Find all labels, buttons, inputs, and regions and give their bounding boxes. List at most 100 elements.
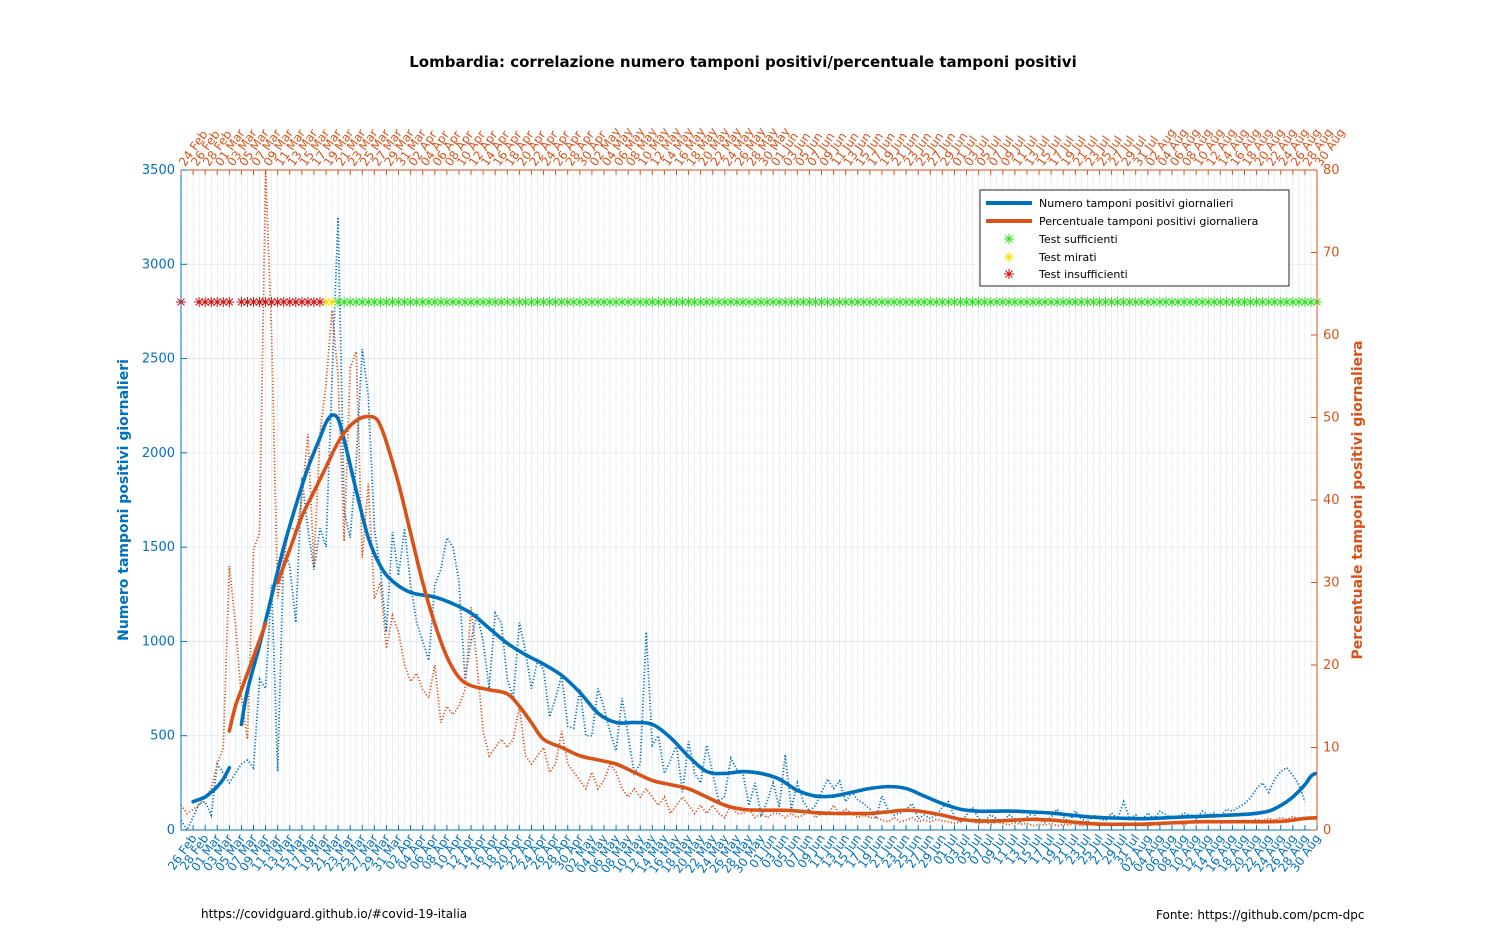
series-4-marker-stroke [702,298,711,306]
series-4-marker-stroke [787,298,796,306]
series-4-marker-stroke [841,298,850,306]
series-4-marker-stroke [914,298,923,306]
series-4-marker-stroke [1071,298,1080,306]
series-4-marker-stroke [865,298,874,306]
series-4-marker-stroke [1168,298,1176,306]
series-4-marker-stroke [1222,298,1231,306]
series-4-marker [1233,297,1244,307]
series-4-marker [1305,297,1316,307]
series-6-marker-stroke [261,298,270,306]
series-4-marker [592,297,603,307]
series-4-marker [707,297,718,307]
series-4-marker-stroke [745,298,753,306]
series-4-marker-stroke [956,298,965,306]
series-4-marker-stroke [739,298,747,306]
series-4-marker-stroke [406,298,415,306]
y-right-tick-label: 60 [1323,328,1340,343]
series-4-marker-stroke [581,298,590,306]
series-4-marker-stroke [708,298,717,306]
series-4-marker-stroke [763,298,771,306]
y-left-tick-label: 500 [150,729,175,744]
series-4-marker-stroke [1270,298,1279,306]
series-4-marker-stroke [1192,298,1201,306]
y-right-tick-label: 10 [1323,741,1340,756]
series-4-marker-stroke [1017,298,1025,306]
series-4-marker-stroke [418,298,427,306]
series-4-marker-stroke [805,298,814,306]
series-4-marker-stroke [1234,298,1243,306]
series-4-marker-stroke [684,298,693,306]
series-4-marker [508,297,519,307]
series-4-marker-stroke [1035,298,1043,306]
series-4-marker-stroke [757,298,765,306]
legend: Numero tamponi positivi giornalieri Perc… [979,189,1290,287]
series-4-marker-stroke [1174,298,1182,306]
series-4-marker-stroke [678,298,687,306]
series-4-marker-stroke [878,298,886,306]
series-4-marker-stroke [1288,298,1297,306]
series-6-marker-stroke [279,298,288,306]
series-4-marker-stroke [340,298,349,306]
series-4-marker [1257,297,1268,307]
series-4-marker-stroke [1119,298,1128,306]
y-right-tick-label: 20 [1323,658,1340,673]
series-4-marker [979,297,990,307]
series-4-marker-stroke [950,298,959,306]
series-4-marker [985,297,996,307]
series-4-marker-stroke [346,298,355,306]
series-4-marker-stroke [890,298,898,306]
series-4-marker-stroke [1180,298,1188,306]
series-4-marker-stroke [962,298,971,306]
series-6-marker-stroke [219,298,228,306]
series-4-marker-stroke [491,298,500,306]
series-4-marker [605,297,616,307]
series-4-marker-stroke [1246,298,1255,306]
y-axis-right-label: Percentuale tamponi positivi giornaliera [1350,341,1366,660]
series-4-marker-stroke [992,298,1001,306]
series-4-marker [411,297,422,307]
legend-marker-mirati-star-stroke [1005,253,1013,261]
footer-left-url: https://covidguard.github.io/#covid-19-i… [201,907,467,921]
series-4-marker-stroke [443,298,451,306]
y-left-tick-label: 3000 [142,257,175,272]
series-4-marker [828,297,839,307]
series-4-marker-stroke [720,298,729,306]
series-6-marker [260,297,271,307]
series-4-marker-stroke [811,298,820,306]
legend-marker-sufficienti [1004,234,1014,244]
grid [180,169,1318,831]
series-4-marker-stroke [908,298,917,306]
series-4-marker-stroke [1143,298,1152,306]
legend-marker-mirati-star [1004,252,1014,262]
series-6-marker-stroke [316,298,324,306]
series-4-marker-stroke [358,298,367,306]
series-4-marker-stroke [823,298,832,306]
series-4-marker-stroke [1065,298,1074,306]
series-4-marker-stroke [563,298,572,306]
series-4-marker-stroke [461,298,469,306]
series-4-marker-stroke [781,298,790,306]
series-4-marker [786,297,797,307]
series-4-marker [429,297,440,307]
series-4-marker [399,297,410,307]
series-4-marker-stroke [1011,298,1019,306]
series-4-marker-stroke [932,298,941,306]
series-4-marker-stroke [630,298,639,306]
series-4-marker-stroke [594,298,602,306]
series-4-marker-stroke [1264,298,1273,306]
series-4-marker-stroke [376,298,385,306]
series-4-marker-stroke [1023,298,1031,306]
series-4-marker [882,297,893,307]
series-6-marker-stroke [267,298,276,306]
series-4-marker-stroke [775,298,784,306]
series-4-marker-stroke [938,298,947,306]
series-4-marker-stroke [1198,298,1207,306]
series-4-marker-stroke [588,298,596,306]
series-4-marker-stroke [847,298,856,306]
series-4-marker-stroke [799,298,808,306]
series-4-marker [623,297,634,307]
series-4-marker [1263,297,1274,307]
series-6-marker-stroke [225,298,234,306]
series-4-marker-stroke [1252,298,1261,306]
series-4-marker-stroke [1089,298,1098,306]
